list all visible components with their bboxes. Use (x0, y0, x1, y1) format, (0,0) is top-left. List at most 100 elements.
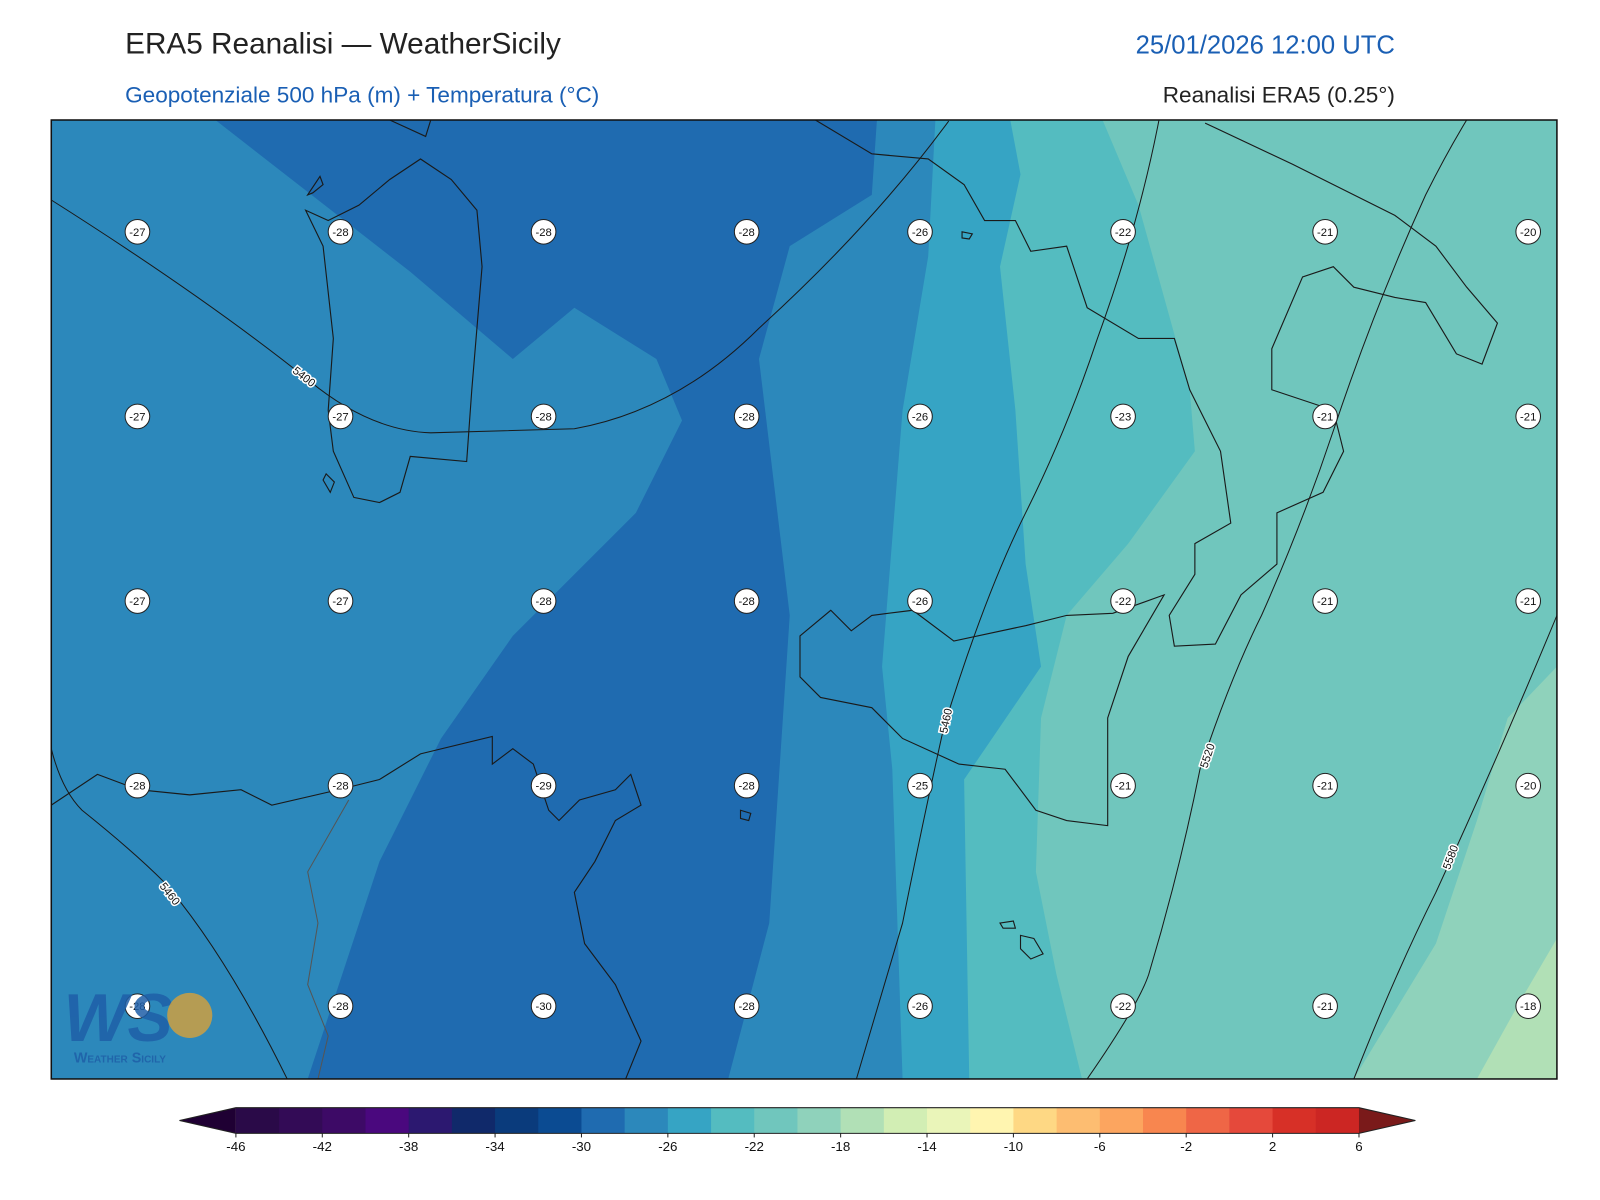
colorbar-segment (840, 1107, 885, 1134)
temp-marker (1312, 403, 1338, 430)
colorbar-segment (1229, 1107, 1274, 1134)
colorbar-segment (322, 1107, 366, 1134)
temp-label: -20 (1520, 227, 1536, 239)
temp-marker (1312, 772, 1338, 799)
temp-label: -26 (912, 411, 928, 423)
colorbar-segment (1142, 1107, 1187, 1134)
colorbar-segment (970, 1107, 1014, 1134)
colorbar: -46 -42 -38 -34 -30 -26 -22 -18 -14 -10 -6 -2 2 6 (179, 1107, 1416, 1154)
temp-label: -20 (1520, 781, 1536, 793)
colorbar-segment (581, 1107, 626, 1134)
temp-label: -27 (332, 596, 348, 608)
colorbar-segment (1013, 1107, 1058, 1134)
datetime: 25/01/2026 12:00 UTC (1136, 31, 1395, 59)
coastline (961, 231, 974, 240)
temp-label: -28 (739, 227, 755, 239)
logo: WS Weather Sicily (64, 981, 213, 1067)
temp-marker (327, 772, 354, 799)
temp-marker (733, 588, 760, 614)
colorbar-segment (495, 1107, 539, 1134)
colorbar-segment (365, 1107, 410, 1134)
colorbar-tick-label: -18 (831, 1139, 850, 1154)
colorbar-tick-label: -42 (313, 1139, 332, 1154)
temp-marker (1515, 403, 1542, 430)
temp-marker (1110, 993, 1136, 1019)
temp-label: -28 (739, 1001, 755, 1013)
colorbar-tick-label: 6 (1355, 1139, 1362, 1154)
colorbar-extension (1358, 1107, 1416, 1134)
temp-marker (530, 772, 557, 799)
temp-label: -21 (1317, 411, 1333, 423)
temp-label: -28 (739, 411, 755, 423)
subtitle: Geopotenziale 500 hPa (m) + Temperatura … (125, 83, 599, 108)
colorbar-segment (279, 1107, 323, 1134)
contour-line (1353, 615, 1557, 1079)
colorbar-tick-label: -14 (917, 1139, 937, 1154)
temp-marker (1110, 772, 1136, 799)
temp-label: -21 (1115, 781, 1131, 793)
temp-marker (733, 772, 760, 799)
temp-marker (907, 588, 933, 614)
temp-label: -21 (1317, 596, 1333, 608)
temp-marker (327, 993, 354, 1019)
temp-marker (327, 403, 354, 430)
temp-marker (530, 403, 557, 430)
logo-sun (167, 992, 213, 1038)
coastline (799, 593, 1166, 827)
temp-label: -28 (535, 596, 551, 608)
colorbar-tick-label: -46 (226, 1139, 245, 1154)
temp-marker (530, 218, 557, 245)
temp-marker (733, 403, 760, 430)
temp-label: -22 (1115, 596, 1131, 608)
contour-line (51, 748, 288, 1079)
temp-label: -21 (1317, 1001, 1333, 1013)
temp-label: -27 (129, 411, 145, 423)
temp-label: -22 (1115, 227, 1131, 239)
colorbar-tick-label: -38 (399, 1139, 418, 1154)
temp-marker (907, 403, 933, 430)
temp-marker (1312, 993, 1338, 1019)
colorbar-tick-label: -22 (745, 1139, 764, 1154)
temp-label: -30 (535, 1001, 551, 1013)
temp-marker (1312, 588, 1338, 614)
colorbar-segment (408, 1107, 453, 1134)
temp-label: -26 (912, 596, 928, 608)
colorbar-segment (451, 1107, 496, 1134)
logo-mark: WS (64, 981, 173, 1056)
colorbar-tick-label: -30 (572, 1139, 591, 1154)
temp-band (1353, 666, 1557, 1079)
temp-band (1035, 119, 1557, 1079)
colorbar-segment (1315, 1107, 1360, 1134)
temp-label: -25 (912, 781, 928, 793)
colorbar-segment (754, 1107, 798, 1134)
temp-label: -21 (1520, 411, 1536, 423)
temp-label: -28 (332, 227, 348, 239)
temp-marker (1515, 993, 1542, 1019)
temp-marker (1515, 588, 1542, 614)
colorbar-tick-label: -2 (1180, 1139, 1192, 1154)
border (307, 799, 350, 1079)
coastline (815, 119, 1499, 647)
temp-marker (327, 218, 354, 245)
temp-marker (733, 218, 760, 245)
colorbar-segment (797, 1107, 842, 1134)
title: ERA5 Reanalisi — WeatherSicily (125, 27, 561, 60)
coastline (306, 119, 432, 494)
temp-marker (733, 993, 760, 1019)
temp-marker (124, 403, 151, 430)
temp-marker (530, 993, 557, 1019)
colorbar-segment (883, 1107, 928, 1134)
colorbar-segment (538, 1107, 582, 1134)
temp-label: -21 (1317, 781, 1333, 793)
contour-line (1086, 119, 1468, 1079)
temp-label: -21 (1520, 596, 1536, 608)
temp-marker (124, 218, 151, 245)
temp-label: -18 (1520, 1001, 1536, 1013)
map-frame (50, 119, 1558, 1080)
temp-marker (1110, 588, 1136, 614)
temp-marker (907, 993, 933, 1019)
colorbar-segment (1272, 1107, 1317, 1134)
source: Reanalisi ERA5 (0.25°) (1163, 83, 1395, 108)
